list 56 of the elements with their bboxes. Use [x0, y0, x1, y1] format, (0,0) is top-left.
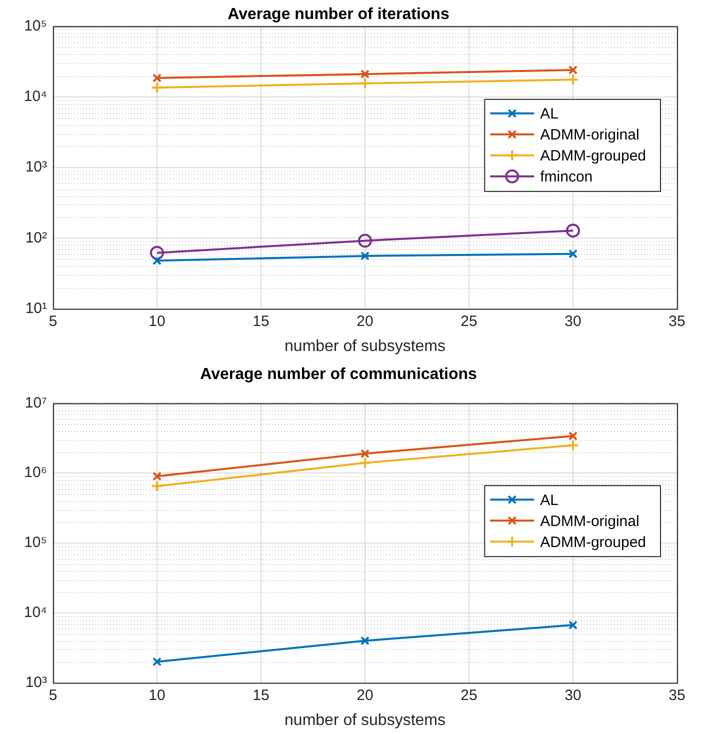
x-axis-title: number of subsystems: [284, 712, 446, 729]
point: [152, 73, 162, 83]
point: [566, 224, 580, 238]
point: [360, 636, 370, 646]
legend-label: AL: [540, 106, 558, 123]
x-tick-label: 25: [460, 686, 478, 704]
legend-label: ADMM-grouped: [540, 534, 646, 551]
point: [568, 65, 578, 75]
legend-label: ADMM-original: [540, 126, 640, 144]
point: [359, 77, 371, 90]
point: [360, 449, 370, 458]
point: [359, 456, 371, 469]
point: [152, 256, 162, 266]
y-tick-label: 10⁴: [24, 88, 47, 105]
x-tick-label: 35: [668, 312, 686, 330]
chart-title: Average number of iterations: [228, 6, 450, 24]
x-axis-title: number of subsystems: [284, 338, 446, 355]
point: [567, 439, 579, 452]
x-tick-label: 30: [564, 686, 582, 704]
point: [360, 251, 370, 260]
point: [152, 472, 162, 481]
y-tick-label: 10⁵: [24, 534, 47, 552]
y-tick-label: 10³: [25, 158, 47, 176]
y-tick-label: 10¹: [25, 300, 47, 317]
x-tick-label: 15: [252, 686, 270, 704]
y-tick-label: 10⁵: [24, 17, 47, 34]
x-tick-label: 20: [356, 312, 374, 330]
x-tick-label: 35: [668, 686, 686, 704]
x-tick-label: 15: [252, 312, 270, 330]
x-tick-label: 30: [564, 312, 582, 330]
legend-label: ADMM-grouped: [540, 148, 646, 165]
x-tick-label: 5: [48, 686, 58, 704]
point: [568, 431, 578, 440]
x-tick-label: 25: [460, 312, 478, 330]
legend-label: ADMM-original: [540, 512, 640, 530]
y-tick-label: 10⁶: [24, 464, 47, 482]
point: [152, 657, 162, 666]
y-tick-label: 10²: [25, 229, 47, 246]
y-tick-label: 10⁷: [24, 394, 47, 412]
point: [151, 82, 163, 94]
point: [358, 234, 372, 248]
x-tick-label: 10: [148, 312, 166, 330]
x-tick-label: 5: [48, 312, 58, 330]
point: [568, 249, 578, 258]
point: [568, 620, 578, 630]
point: [567, 74, 579, 86]
legend-label: AL: [540, 492, 558, 509]
y-tick-label: 10⁴: [24, 604, 47, 622]
point: [151, 480, 163, 492]
legend-label: fmincon: [540, 168, 593, 186]
x-tick-label: 10: [148, 686, 166, 704]
y-tick-label: 10³: [25, 674, 47, 691]
point: [150, 246, 164, 260]
chart-title: Average number of communications: [200, 366, 477, 384]
x-tick-label: 20: [356, 686, 374, 704]
point: [360, 70, 370, 79]
